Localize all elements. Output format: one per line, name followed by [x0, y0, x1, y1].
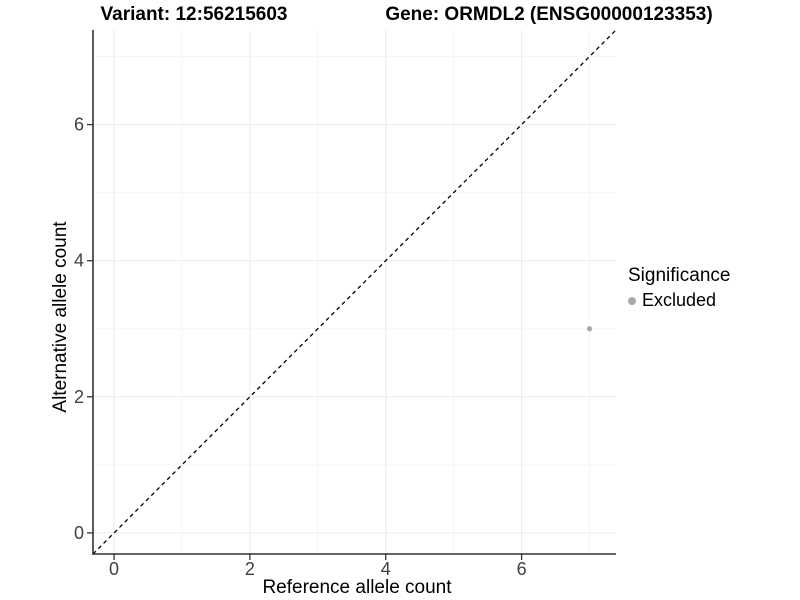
gridlines-major	[93, 30, 616, 554]
y-tick-label: 4	[74, 251, 84, 271]
data-point	[586, 326, 593, 332]
legend-point-icon	[628, 296, 636, 305]
legend-title: Significance	[628, 265, 731, 286]
plot-title-gene: Gene: ORMDL2 (ENSG00000123353)	[385, 4, 713, 25]
x-tick-label: 4	[381, 559, 391, 579]
y-tick-label: 0	[74, 523, 84, 543]
plot-title-variant: Variant: 12:56215603	[100, 4, 288, 25]
axis-lines	[92, 30, 616, 555]
legend-item-excluded: Excluded	[628, 290, 730, 311]
identity-dashed-line	[92, 29, 617, 555]
y-tick-label: 2	[74, 387, 84, 407]
tick-marks	[87, 123, 523, 560]
x-axis-title: Reference allele count	[262, 577, 452, 598]
identity-line	[92, 29, 617, 555]
y-tick-label: 6	[74, 115, 84, 135]
legend: Significance Excluded	[628, 265, 730, 311]
gridlines-minor	[93, 30, 616, 554]
x-tick-label: 0	[109, 559, 119, 579]
tick-labels: 0 2 4 6 0 2 4 6	[74, 115, 527, 579]
x-tick-label: 2	[245, 559, 255, 579]
x-tick-label: 6	[517, 559, 527, 579]
y-axis-title: Alternative allele count	[50, 221, 71, 413]
legend-item-label: Excluded	[642, 290, 717, 310]
data-points	[586, 326, 593, 332]
